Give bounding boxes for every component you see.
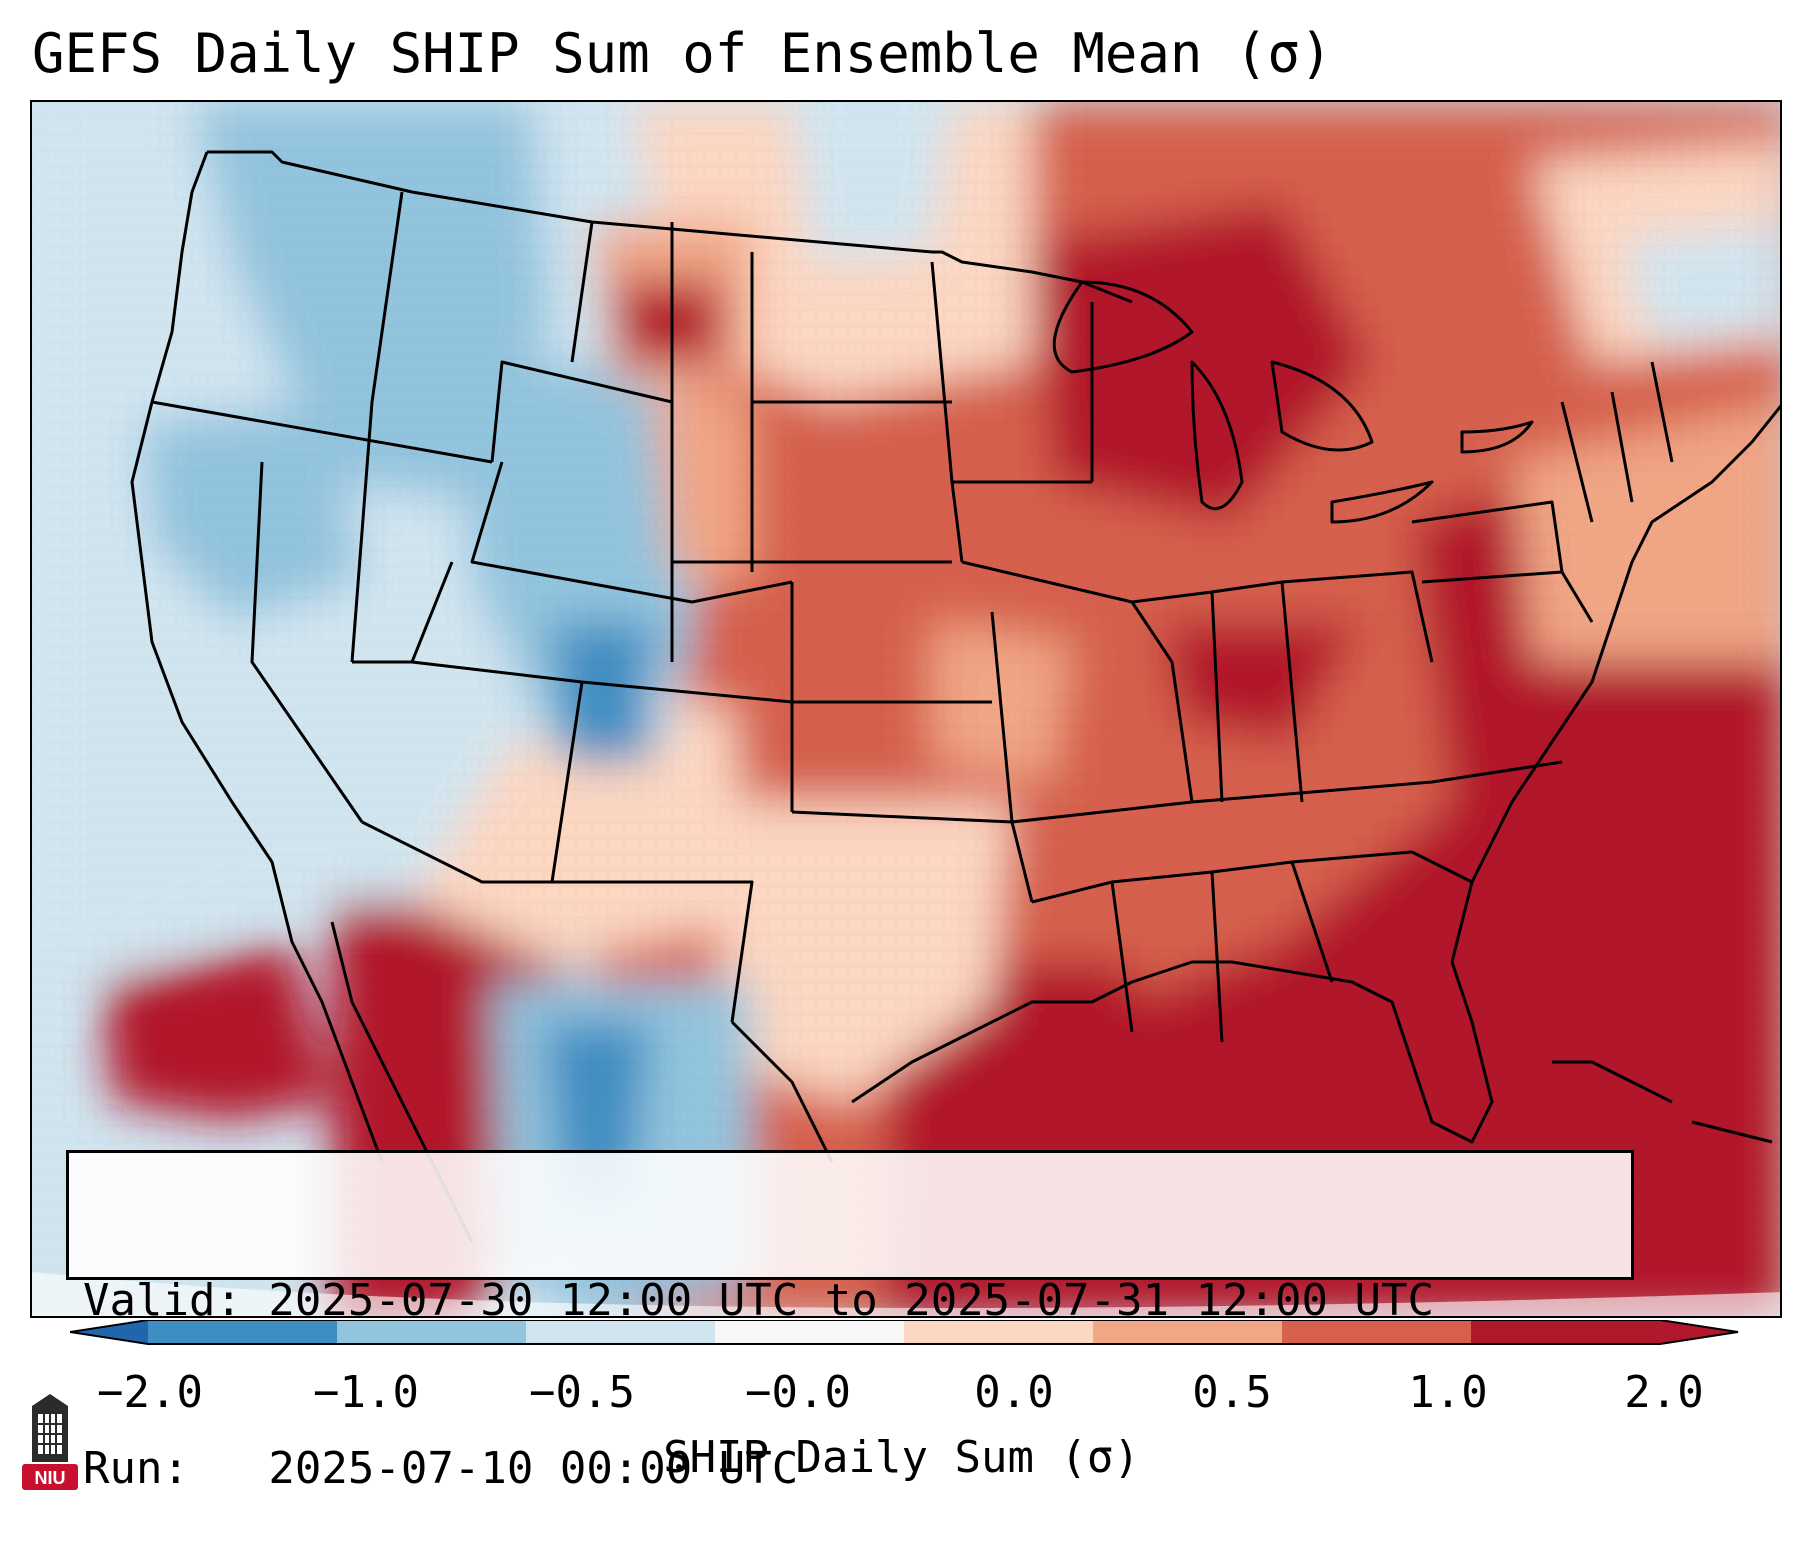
colorbar-under-arrow — [70, 1320, 148, 1344]
colorbar-segment — [148, 1320, 338, 1344]
colorbar-tick: −2.0 — [97, 1367, 203, 1418]
colorbar-segment — [337, 1320, 527, 1344]
niu-building-icon: NIU — [22, 1394, 78, 1490]
niu-logo-text: NIU — [35, 1468, 66, 1488]
run-time-text: Run: 2025-07-10 00:00 UTC — [83, 1443, 799, 1494]
colorbar-segment — [715, 1320, 905, 1344]
colorbar-label: SHIP Daily Sum (σ) — [663, 1432, 1140, 1483]
colorbar — [70, 1320, 1739, 1345]
colorbar-segment — [1471, 1320, 1661, 1344]
valid-time-text: Valid: 2025-07-30 12:00 UTC to 2025-07-3… — [83, 1275, 1435, 1326]
colorbar-tick: 2.0 — [1624, 1367, 1704, 1418]
colorbar-tick: −0.5 — [529, 1367, 635, 1418]
map-title: GEFS Daily SHIP Sum of Ensemble Mean (σ) — [32, 22, 1333, 85]
colorbar-over-arrow — [1660, 1320, 1738, 1344]
map-panel — [30, 100, 1782, 1318]
valid-run-info-box: Valid: 2025-07-30 12:00 UTC to 2025-07-3… — [66, 1150, 1634, 1494]
ship-anomaly-map — [32, 102, 1780, 1316]
state-boundaries — [130, 150, 1780, 1243]
colorbar-ticks: −2.0 −1.0 −0.5 −0.0 0.0 0.5 1.0 2.0 — [0, 1368, 1803, 1428]
colorbar-tick: −1.0 — [313, 1367, 419, 1418]
colorbar-segment — [1093, 1320, 1283, 1344]
colorbar-tick: 1.0 — [1408, 1367, 1488, 1418]
colorbar-tick: 0.0 — [974, 1367, 1054, 1418]
colorbar-segment — [1282, 1320, 1472, 1344]
colorbar-tick: −0.0 — [745, 1367, 851, 1418]
colorbar-segment — [904, 1320, 1094, 1344]
colorbar-segment — [526, 1320, 716, 1344]
colorbar-tick: 0.5 — [1192, 1367, 1272, 1418]
